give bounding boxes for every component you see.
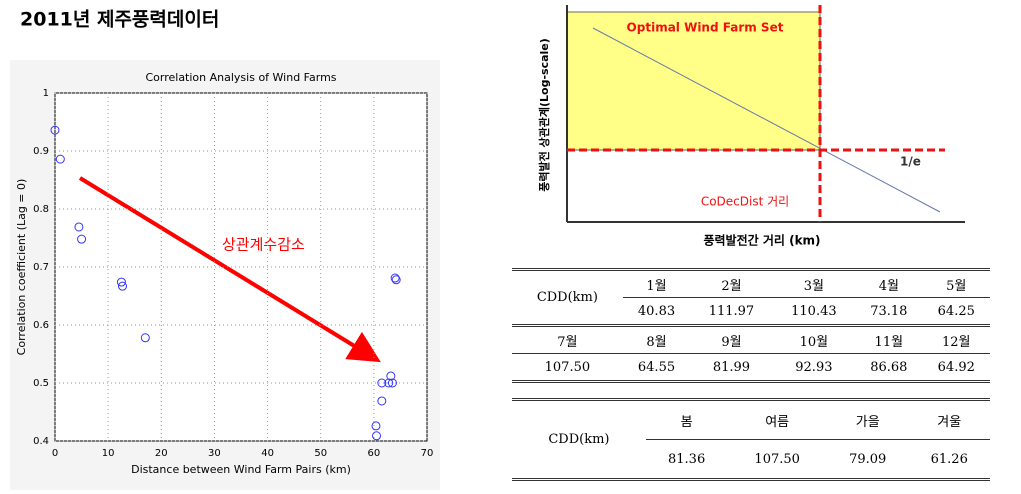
point xyxy=(117,281,127,291)
cell: 1월 xyxy=(622,269,691,298)
point xyxy=(116,277,126,287)
row: CDD(km) 1월 2월 3월 4월 5월 xyxy=(512,269,990,326)
box-label: Optimal Wind Farm Set xyxy=(627,21,784,35)
point xyxy=(140,333,150,343)
x-tick-label: 0 xyxy=(52,448,58,459)
cell: 10월 xyxy=(772,325,856,354)
cell: 4월 xyxy=(855,269,923,298)
y-tick-label: 0.4 xyxy=(33,436,49,447)
row: CDD(km) 봄 여름 가을 겨울 xyxy=(512,399,990,480)
cell: 79.09 xyxy=(826,439,909,480)
cell: 110.43 xyxy=(772,297,856,326)
point xyxy=(377,378,387,388)
point xyxy=(372,431,382,441)
annotation: 상관계수감소 xyxy=(222,236,305,254)
cell: 92.93 xyxy=(772,353,856,382)
x-tick-label: 20 xyxy=(155,448,168,459)
cell: 40.83 xyxy=(622,297,691,326)
cell: 64.25 xyxy=(922,297,990,326)
cell: 8월 xyxy=(622,325,691,354)
point xyxy=(384,378,394,388)
cell: 12월 xyxy=(922,325,990,354)
y-tick-label: 0.5 xyxy=(33,378,49,389)
x-tick-label: 50 xyxy=(314,448,327,459)
point xyxy=(74,222,84,232)
row: 107.50 64.55 81.99 92.93 86.68 64.92 xyxy=(512,353,990,382)
x-tick-label: 60 xyxy=(367,448,380,459)
point xyxy=(386,371,396,381)
y-tick-label: 0.8 xyxy=(33,204,49,215)
cell: 가을 xyxy=(826,399,909,440)
cell: 64.92 xyxy=(922,353,990,382)
x-tick-label: 70 xyxy=(421,448,434,459)
point xyxy=(55,154,65,164)
x-tick-label: 40 xyxy=(261,448,274,459)
cell: 81.36 xyxy=(645,439,728,480)
trend-arrow xyxy=(78,176,381,363)
cell: 3월 xyxy=(772,269,856,298)
cell: 7월 xyxy=(512,325,623,354)
point xyxy=(387,378,397,388)
cell: 64.55 xyxy=(622,353,691,382)
cell: 107.50 xyxy=(512,353,623,382)
point xyxy=(390,273,400,283)
cell: 9월 xyxy=(690,325,773,354)
cell: 5월 xyxy=(922,269,990,298)
cell: 봄 xyxy=(645,399,728,440)
distance-label: CoDecDist 거리 xyxy=(701,195,789,209)
cell: CDD(km) xyxy=(512,269,623,326)
x-tick-label: 30 xyxy=(208,448,221,459)
cell: 11월 xyxy=(855,325,923,354)
row: 81.36 107.50 79.09 61.26 xyxy=(512,439,990,480)
season-table: CDD(km) 봄 여름 가을 겨울 81.36 107.50 79.09 61.26 xyxy=(512,398,990,481)
point xyxy=(50,125,60,135)
page-title: 2011년 제주풍력데이터 xyxy=(20,9,219,31)
cell: 여름 xyxy=(727,399,827,440)
point xyxy=(377,396,387,406)
point xyxy=(77,234,87,244)
row: 40.83 111.97 110.43 73.18 64.25 xyxy=(512,297,990,326)
point xyxy=(371,421,381,431)
cell: 81.99 xyxy=(690,353,773,382)
cell: 86.68 xyxy=(855,353,923,382)
diagram-y-label: 풍력발전 상관관계(Log-scale) xyxy=(537,38,551,192)
cell: 겨울 xyxy=(908,399,990,440)
cell: 73.18 xyxy=(855,297,923,326)
y-tick-label: 0.6 xyxy=(33,320,49,331)
cell: 2월 xyxy=(690,269,773,298)
monthly-table: CDD(km) 1월 2월 3월 4월 5월 40.83 111.97 110.43 73.18 6… xyxy=(512,268,990,383)
cell: 61.26 xyxy=(908,439,990,480)
row: 7월 8월 9월 10월 11월 12월 xyxy=(512,325,990,354)
y-tick-label: 0.7 xyxy=(33,262,49,273)
decay-line xyxy=(592,27,941,213)
plot-area xyxy=(54,92,428,442)
x-label: Distance between Wind Farm Pairs (km) xyxy=(131,463,351,476)
diagram-x-label: 풍력발전간 거리 (km) xyxy=(703,233,820,248)
cell: 111.97 xyxy=(690,297,773,326)
cell: CDD(km) xyxy=(512,399,646,480)
threshold-label: 1/e xyxy=(900,155,921,169)
y-tick-label: 0.9 xyxy=(33,146,49,157)
y-label: Correlation coefficient (Lag = 0) xyxy=(15,179,28,356)
y-tick-label: 1 xyxy=(43,88,49,99)
point xyxy=(391,275,401,285)
chart-title: Correlation Analysis of Wind Farms xyxy=(145,71,336,84)
cell: 107.50 xyxy=(727,439,827,480)
x-tick-label: 10 xyxy=(102,448,115,459)
